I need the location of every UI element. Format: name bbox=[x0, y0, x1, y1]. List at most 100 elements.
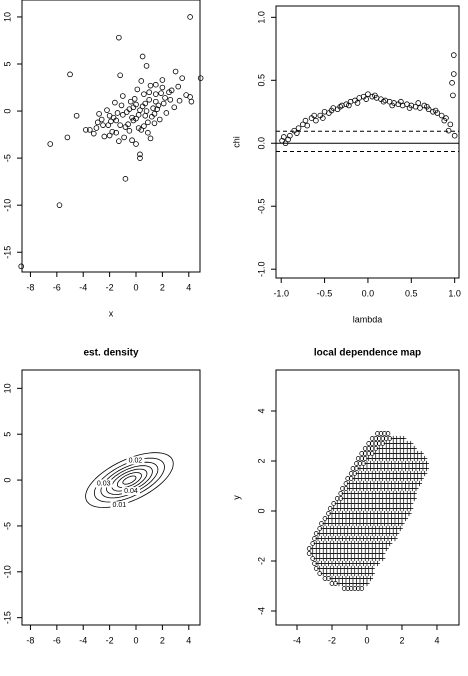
point bbox=[160, 100, 167, 107]
plus-symbol bbox=[413, 485, 419, 492]
x-tick-label: -6 bbox=[53, 635, 61, 645]
plus-symbol bbox=[406, 510, 412, 517]
circle-symbol bbox=[362, 451, 368, 456]
point bbox=[415, 100, 422, 106]
plus-symbol bbox=[392, 535, 398, 542]
plus-symbol bbox=[380, 555, 386, 562]
point bbox=[451, 132, 458, 139]
circle-symbol bbox=[359, 586, 365, 591]
point bbox=[138, 78, 145, 84]
y-tick-label: 0.5 bbox=[256, 74, 266, 87]
point bbox=[337, 103, 343, 110]
y-tick-label: -10 bbox=[2, 565, 12, 578]
circle-symbol bbox=[329, 581, 335, 586]
point bbox=[64, 134, 71, 141]
x-tick-label: -2 bbox=[106, 282, 114, 292]
circle-symbol bbox=[322, 576, 328, 581]
contour-label-bg bbox=[121, 487, 140, 496]
plus-symbol bbox=[369, 565, 375, 572]
point bbox=[87, 127, 93, 133]
point bbox=[141, 91, 147, 97]
point bbox=[94, 119, 101, 126]
point bbox=[354, 100, 361, 106]
x-tick-label: -2 bbox=[106, 635, 114, 645]
point bbox=[120, 112, 126, 118]
circle-symbol bbox=[359, 451, 365, 456]
point bbox=[129, 137, 135, 144]
circle-symbol bbox=[373, 436, 379, 441]
point bbox=[155, 102, 162, 109]
x-tick-label: 2 bbox=[160, 635, 165, 645]
point bbox=[398, 98, 404, 105]
point bbox=[105, 122, 112, 128]
point bbox=[133, 141, 139, 147]
y-axis-label: chi bbox=[231, 136, 241, 148]
point bbox=[143, 108, 150, 114]
point bbox=[141, 123, 147, 129]
x-axis-label: lambda bbox=[353, 314, 383, 324]
y-tick-label: 0 bbox=[2, 478, 12, 483]
point bbox=[98, 116, 105, 123]
contour-label: 0.01 bbox=[113, 502, 127, 509]
circle-symbol bbox=[380, 436, 386, 441]
x-tick-label: 2 bbox=[399, 635, 404, 645]
point bbox=[197, 75, 204, 81]
y-tick-label: 0 bbox=[256, 508, 266, 513]
point bbox=[130, 104, 137, 111]
x-tick-label: -0.5 bbox=[317, 288, 333, 298]
panel-title: local dependence map bbox=[314, 348, 421, 359]
y-tick-label: -4 bbox=[256, 607, 266, 615]
point bbox=[143, 63, 150, 69]
plus-symbol bbox=[411, 490, 417, 497]
point bbox=[134, 86, 141, 93]
point bbox=[172, 68, 179, 75]
point bbox=[151, 120, 158, 127]
plus-symbol bbox=[367, 575, 374, 582]
y-tick-label: -15 bbox=[2, 246, 12, 259]
circle-symbol bbox=[348, 586, 354, 591]
circle-symbol bbox=[359, 456, 365, 461]
circle-symbol bbox=[385, 431, 391, 436]
plus-symbol bbox=[402, 515, 409, 522]
x-tick-label: 0 bbox=[133, 282, 138, 292]
point bbox=[135, 112, 142, 118]
circle-symbol bbox=[383, 436, 389, 441]
circle-symbol bbox=[376, 436, 382, 441]
contour-line bbox=[106, 465, 153, 495]
point bbox=[438, 112, 445, 119]
point bbox=[130, 117, 137, 124]
point bbox=[302, 117, 309, 124]
point bbox=[127, 98, 134, 105]
plus-symbol bbox=[380, 550, 386, 557]
point bbox=[93, 125, 100, 131]
x-tick-label: -4 bbox=[293, 635, 301, 645]
circle-symbol bbox=[366, 441, 372, 446]
point bbox=[445, 127, 452, 134]
x-tick-label: -8 bbox=[26, 635, 34, 645]
point bbox=[152, 98, 159, 105]
plus-symbol bbox=[418, 450, 424, 457]
circle-symbol bbox=[334, 496, 340, 501]
circle-symbol bbox=[376, 441, 382, 446]
point bbox=[372, 92, 378, 99]
x-tick-label: 0.5 bbox=[405, 288, 418, 298]
x-tick-label: 0 bbox=[364, 635, 369, 645]
point bbox=[421, 102, 428, 109]
contour-line bbox=[122, 475, 137, 485]
y-tick-label: -0.5 bbox=[256, 198, 266, 214]
point bbox=[125, 121, 131, 128]
circle-symbol bbox=[355, 456, 361, 461]
point bbox=[106, 132, 113, 139]
point bbox=[47, 141, 54, 147]
point bbox=[122, 124, 129, 130]
plot-box bbox=[21, 0, 201, 273]
point bbox=[122, 176, 129, 182]
circle-symbol bbox=[373, 441, 379, 446]
point bbox=[147, 135, 154, 142]
x-tick-label: 4 bbox=[434, 635, 439, 645]
point bbox=[158, 90, 164, 96]
circle-symbol bbox=[366, 451, 372, 456]
circle-symbol bbox=[369, 446, 375, 451]
y-tick-label: 10 bbox=[2, 12, 12, 22]
